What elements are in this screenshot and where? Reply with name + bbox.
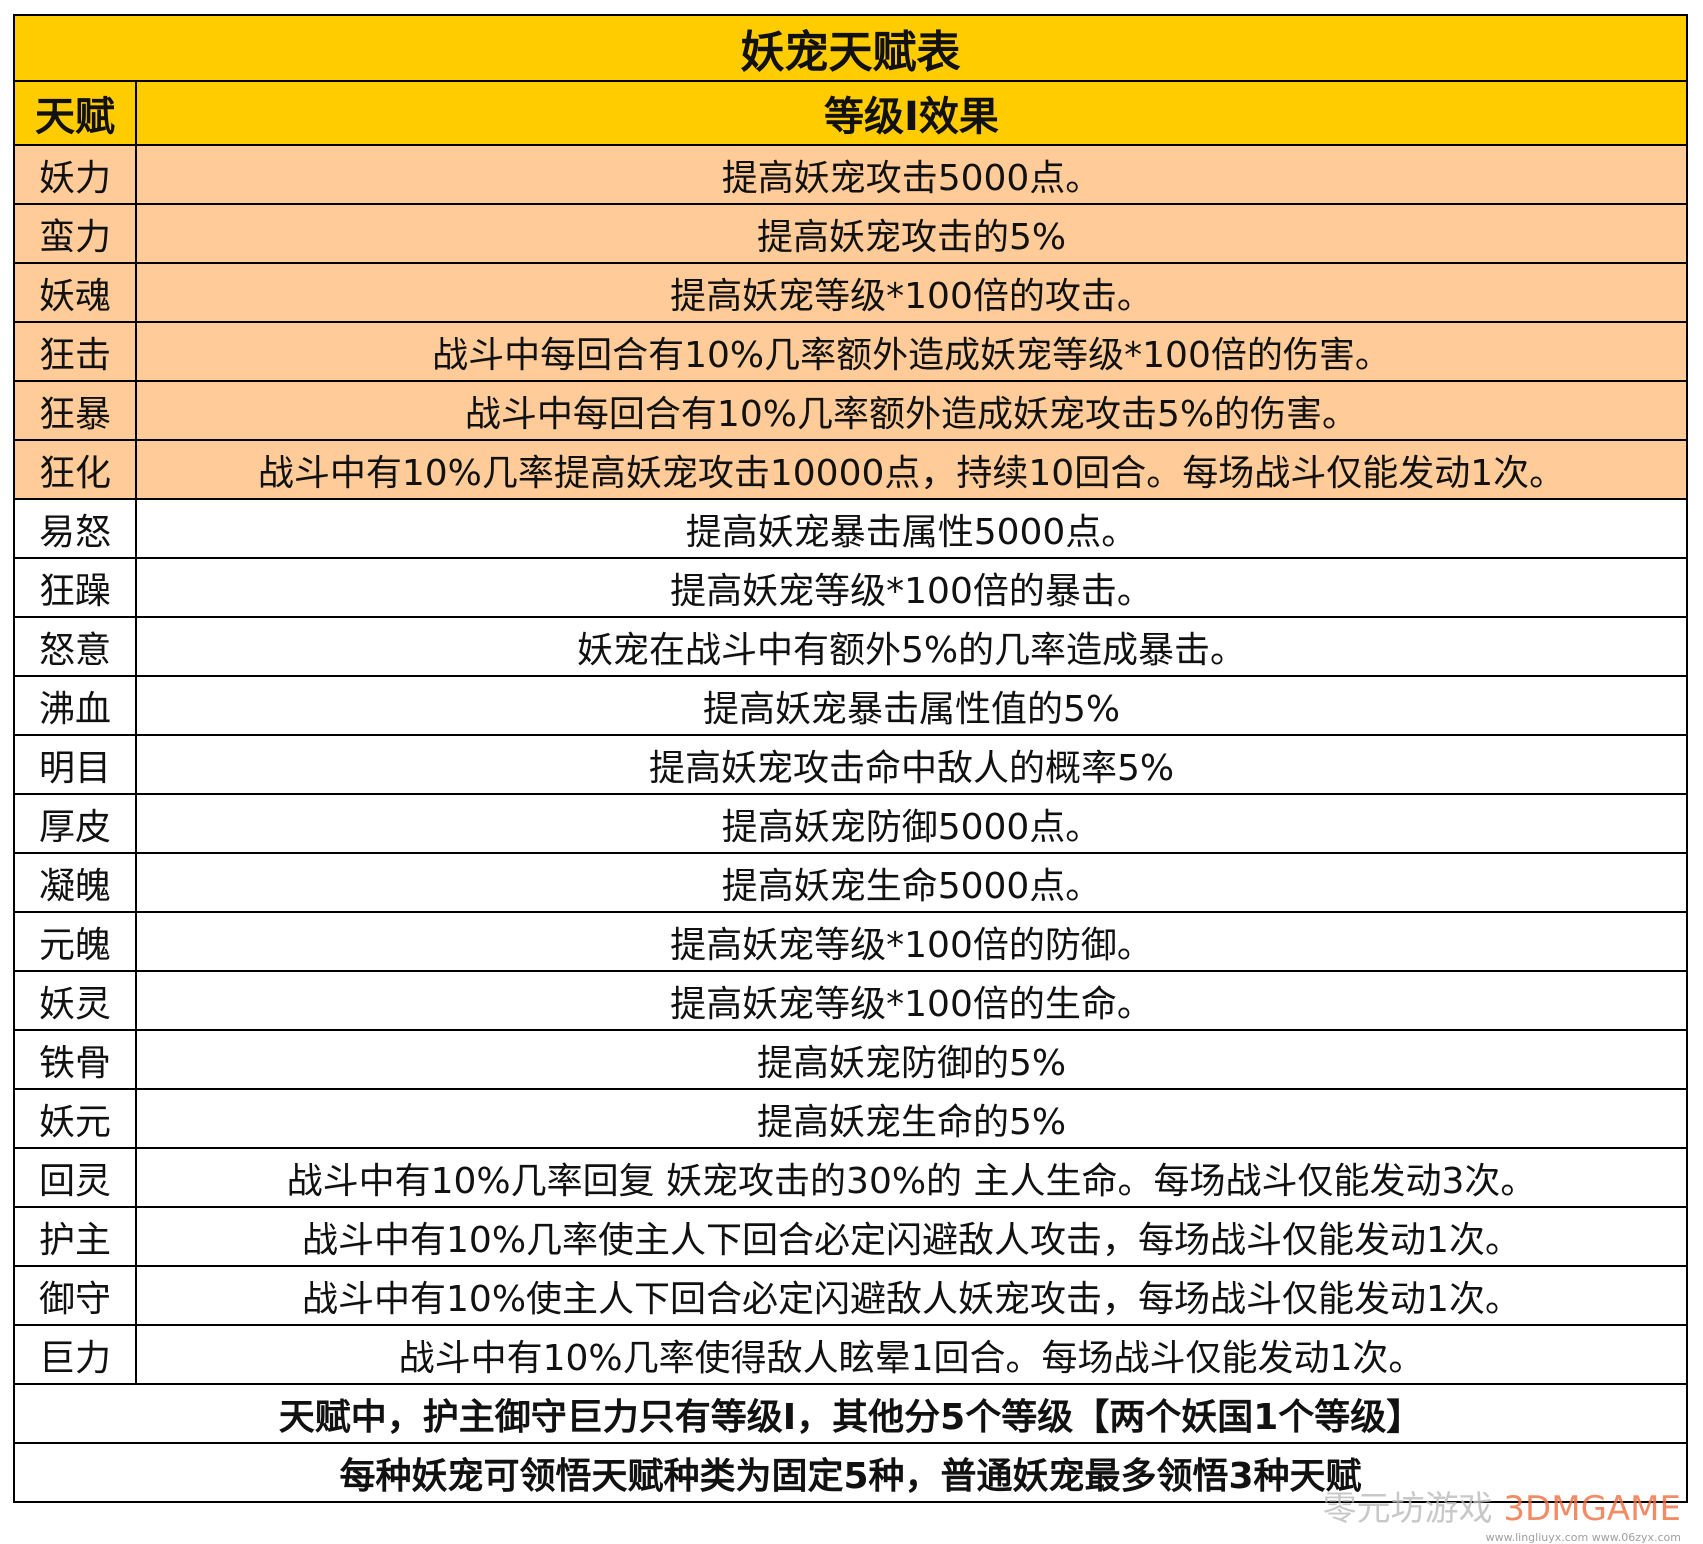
talent-name: 狂击 bbox=[13, 321, 137, 382]
talent-effect: 战斗中有10%几率回复 妖宠攻击的30%的 主人生命。每场战斗仅能发动3次。 bbox=[135, 1147, 1688, 1208]
talent-effect: 提高妖宠攻击5000点。 bbox=[135, 144, 1688, 205]
talent-name: 明目 bbox=[13, 734, 137, 795]
header-row: 天赋 等级I效果 bbox=[13, 80, 1688, 146]
talent-name: 铁骨 bbox=[13, 1029, 137, 1090]
talent-name: 妖魂 bbox=[13, 262, 137, 323]
talent-name: 易怒 bbox=[13, 498, 137, 559]
talent-name: 妖元 bbox=[13, 1088, 137, 1149]
talent-name: 妖灵 bbox=[13, 970, 137, 1031]
talent-effect: 提高妖宠暴击属性5000点。 bbox=[135, 498, 1688, 559]
talent-name: 狂躁 bbox=[13, 557, 137, 618]
talent-effect: 提高妖宠暴击属性值的5% bbox=[135, 675, 1688, 736]
table-row: 回灵 战斗中有10%几率回复 妖宠攻击的30%的 主人生命。每场战斗仅能发动3次。 bbox=[13, 1147, 1688, 1208]
table-row: 妖元 提高妖宠生命的5% bbox=[13, 1088, 1688, 1149]
table-row: 狂化 战斗中有10%几率提高妖宠攻击10000点，持续10回合。每场战斗仅能发动1… bbox=[13, 439, 1688, 500]
talent-effect: 提高妖宠防御5000点。 bbox=[135, 793, 1688, 854]
talent-name: 御守 bbox=[13, 1265, 137, 1326]
talent-name: 沸血 bbox=[13, 675, 137, 736]
talent-effect: 提高妖宠生命的5% bbox=[135, 1088, 1688, 1149]
talent-name: 护主 bbox=[13, 1206, 137, 1267]
note-row: 天赋中，护主御守巨力只有等级I，其他分5个等级【两个妖国1个等级】 bbox=[13, 1383, 1688, 1444]
table-row: 狂躁 提高妖宠等级*100倍的暴击。 bbox=[13, 557, 1688, 618]
table-row: 御守 战斗中有10%使主人下回合必定闪避敌人妖宠攻击，每场战斗仅能发动1次。 bbox=[13, 1265, 1688, 1326]
talent-effect: 战斗中有10%几率提高妖宠攻击10000点，持续10回合。每场战斗仅能发动1次。 bbox=[135, 439, 1688, 500]
talent-name: 凝魄 bbox=[13, 852, 137, 913]
talent-effect: 提高妖宠等级*100倍的暴击。 bbox=[135, 557, 1688, 618]
talent-name: 厚皮 bbox=[13, 793, 137, 854]
watermark-urls: www.lingliuyx.com www.06zyx.com bbox=[1485, 1531, 1681, 1544]
talent-name: 元魄 bbox=[13, 911, 137, 972]
table-row: 护主 战斗中有10%几率使主人下回合必定闪避敌人攻击，每场战斗仅能发动1次。 bbox=[13, 1206, 1688, 1267]
table-row: 铁骨 提高妖宠防御的5% bbox=[13, 1029, 1688, 1090]
talent-name: 巨力 bbox=[13, 1324, 137, 1385]
talent-effect: 提高妖宠等级*100倍的攻击。 bbox=[135, 262, 1688, 323]
pet-talent-table: 妖宠天赋表 天赋 等级I效果 妖力 提高妖宠攻击5000点。 蛮力 提高妖宠攻击的5%… bbox=[13, 14, 1688, 1503]
table-row: 妖力 提高妖宠攻击5000点。 bbox=[13, 144, 1688, 205]
table-row: 妖魂 提高妖宠等级*100倍的攻击。 bbox=[13, 262, 1688, 323]
talent-effect: 提高妖宠等级*100倍的防御。 bbox=[135, 911, 1688, 972]
talent-effect: 提高妖宠生命5000点。 bbox=[135, 852, 1688, 913]
note-row: 每种妖宠可领悟天赋种类为固定5种，普通妖宠最多领悟3种天赋 bbox=[13, 1442, 1688, 1503]
talent-effect: 妖宠在战斗中有额外5%的几率造成暴击。 bbox=[135, 616, 1688, 677]
talent-effect: 提高妖宠等级*100倍的生命。 bbox=[135, 970, 1688, 1031]
table-row: 元魄 提高妖宠等级*100倍的防御。 bbox=[13, 911, 1688, 972]
table-row: 狂暴 战斗中每回合有10%几率额外造成妖宠攻击5%的伤害。 bbox=[13, 380, 1688, 441]
talent-name: 狂化 bbox=[13, 439, 137, 500]
talent-effect: 提高妖宠攻击的5% bbox=[135, 203, 1688, 264]
title-row: 妖宠天赋表 bbox=[13, 14, 1688, 82]
watermark-brand: 3DMGAME bbox=[1503, 1489, 1681, 1529]
table-row: 狂击 战斗中每回合有10%几率额外造成妖宠等级*100倍的伤害。 bbox=[13, 321, 1688, 382]
table-row: 怒意 妖宠在战斗中有额外5%的几率造成暴击。 bbox=[13, 616, 1688, 677]
table-row: 巨力 战斗中有10%几率使得敌人眩晕1回合。每场战斗仅能发动1次。 bbox=[13, 1324, 1688, 1385]
talent-name: 蛮力 bbox=[13, 203, 137, 264]
table-row: 明目 提高妖宠攻击命中敌人的概率5% bbox=[13, 734, 1688, 795]
table-row: 蛮力 提高妖宠攻击的5% bbox=[13, 203, 1688, 264]
note-text: 每种妖宠可领悟天赋种类为固定5种，普通妖宠最多领悟3种天赋 bbox=[13, 1442, 1688, 1503]
talent-effect: 战斗中有10%几率使主人下回合必定闪避敌人攻击，每场战斗仅能发动1次。 bbox=[135, 1206, 1688, 1267]
talent-name: 妖力 bbox=[13, 144, 137, 205]
talent-effect: 战斗中每回合有10%几率额外造成妖宠等级*100倍的伤害。 bbox=[135, 321, 1688, 382]
table-row: 妖灵 提高妖宠等级*100倍的生命。 bbox=[13, 970, 1688, 1031]
header-talent: 天赋 bbox=[13, 80, 137, 146]
table-row: 易怒 提高妖宠暴击属性5000点。 bbox=[13, 498, 1688, 559]
talent-name: 回灵 bbox=[13, 1147, 137, 1208]
talent-effect: 提高妖宠防御的5% bbox=[135, 1029, 1688, 1090]
watermark-text: 零元坊游戏 bbox=[1322, 1489, 1493, 1529]
watermark-logo: 零元坊游戏 3DMGAME www.lingliuyx.com www.06zy… bbox=[1322, 1481, 1681, 1544]
header-effect: 等级I效果 bbox=[135, 80, 1688, 146]
note-text: 天赋中，护主御守巨力只有等级I，其他分5个等级【两个妖国1个等级】 bbox=[13, 1383, 1688, 1444]
talent-effect: 提高妖宠攻击命中敌人的概率5% bbox=[135, 734, 1688, 795]
table-row: 厚皮 提高妖宠防御5000点。 bbox=[13, 793, 1688, 854]
talent-effect: 战斗中有10%几率使得敌人眩晕1回合。每场战斗仅能发动1次。 bbox=[135, 1324, 1688, 1385]
talent-effect: 战斗中有10%使主人下回合必定闪避敌人妖宠攻击，每场战斗仅能发动1次。 bbox=[135, 1265, 1688, 1326]
talent-effect: 战斗中每回合有10%几率额外造成妖宠攻击5%的伤害。 bbox=[135, 380, 1688, 441]
table-row: 沸血 提高妖宠暴击属性值的5% bbox=[13, 675, 1688, 736]
table-title: 妖宠天赋表 bbox=[13, 14, 1688, 82]
talent-name: 狂暴 bbox=[13, 380, 137, 441]
talent-name: 怒意 bbox=[13, 616, 137, 677]
table-row: 凝魄 提高妖宠生命5000点。 bbox=[13, 852, 1688, 913]
